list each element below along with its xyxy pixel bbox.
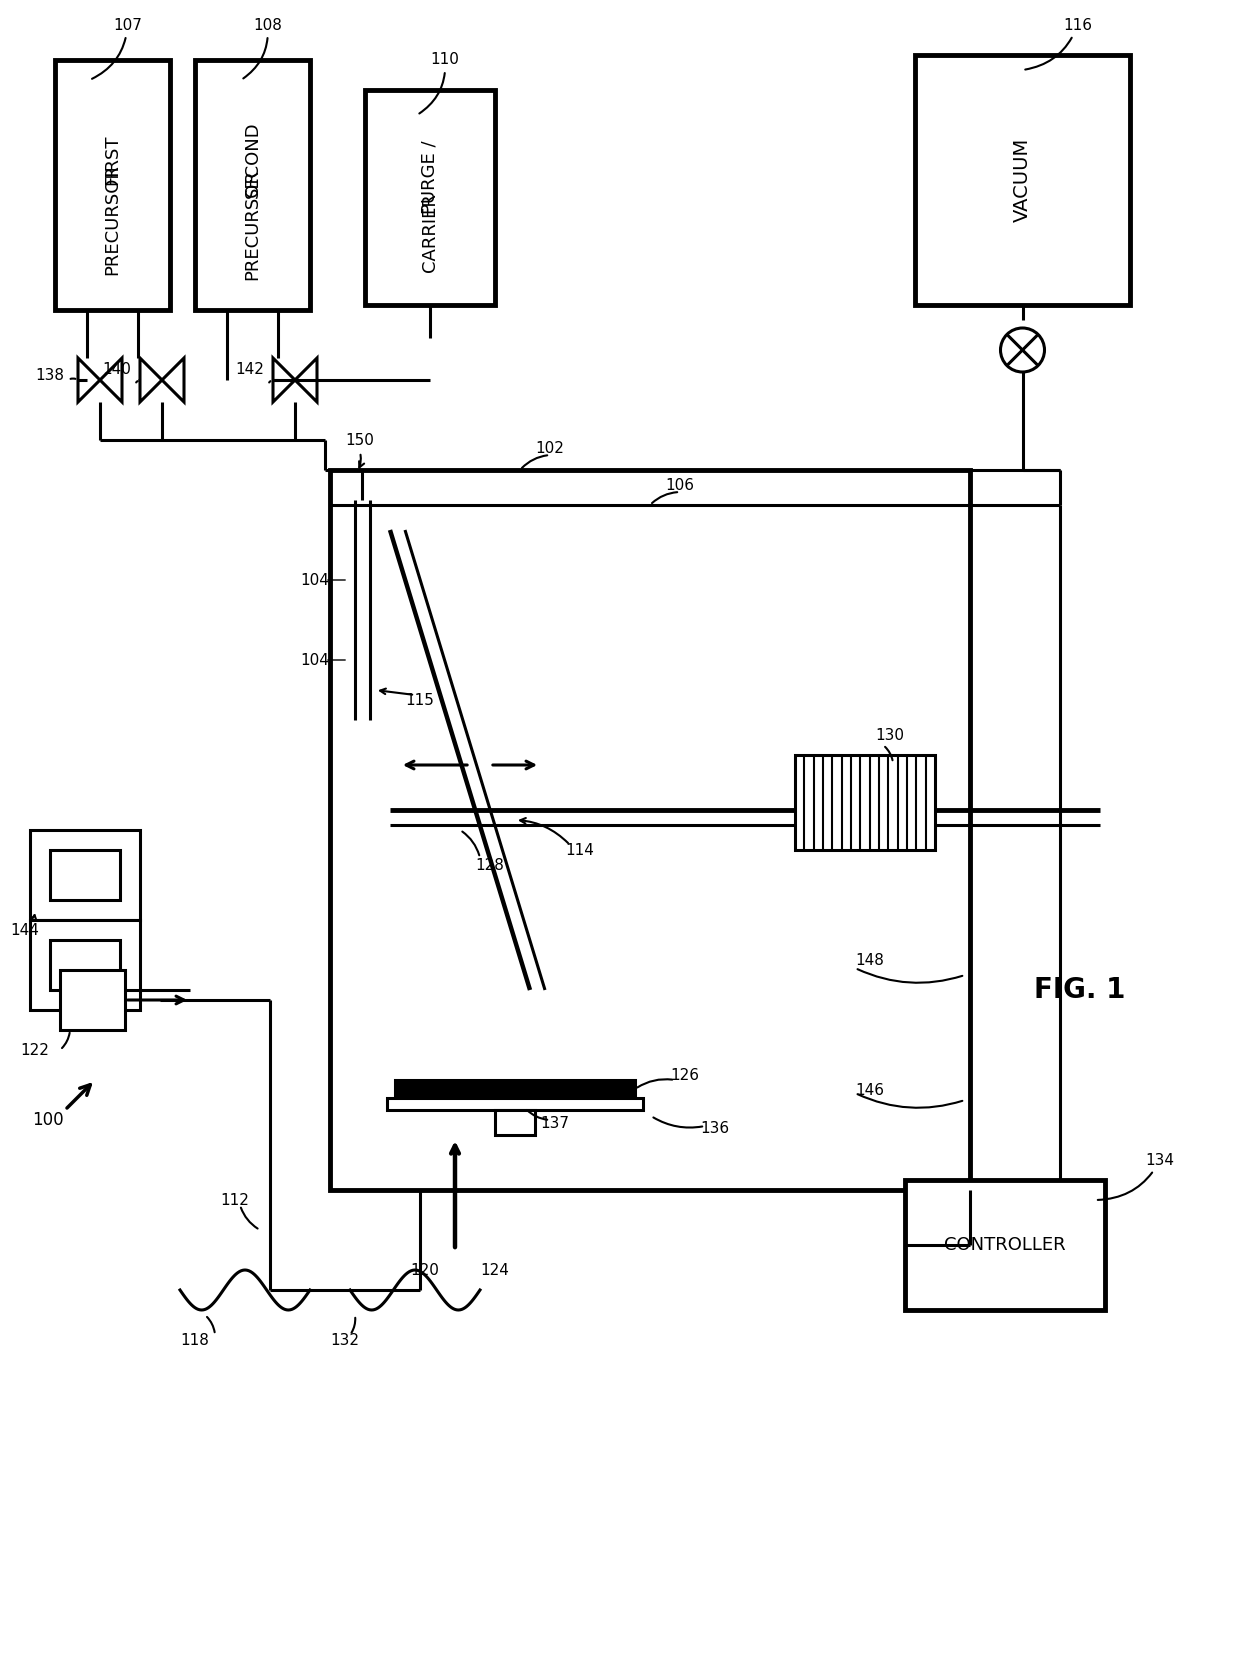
- Text: 102: 102: [536, 441, 564, 456]
- Text: 148: 148: [856, 952, 884, 967]
- Text: 110: 110: [419, 52, 460, 114]
- Text: 122: 122: [21, 1042, 50, 1058]
- Text: VACUUM: VACUUM: [1013, 137, 1032, 223]
- Text: 107: 107: [92, 17, 141, 79]
- Bar: [365, 91, 495, 305]
- Text: 136: 136: [701, 1121, 729, 1136]
- Text: 150: 150: [346, 432, 374, 447]
- Text: 114: 114: [565, 843, 594, 858]
- Text: 126: 126: [671, 1068, 699, 1083]
- Text: 138: 138: [36, 367, 64, 382]
- Bar: [387, 1098, 644, 1110]
- Text: SECOND: SECOND: [243, 122, 262, 198]
- Bar: [55, 60, 170, 310]
- Bar: [30, 920, 140, 1011]
- Text: 132: 132: [331, 1332, 360, 1348]
- Text: 128: 128: [476, 858, 505, 873]
- Bar: [396, 1079, 635, 1098]
- Text: 144: 144: [11, 922, 40, 937]
- Text: 100: 100: [32, 1111, 63, 1130]
- Text: 146: 146: [856, 1083, 884, 1098]
- Text: 137: 137: [541, 1116, 569, 1131]
- Text: 104: 104: [300, 573, 330, 588]
- Bar: [195, 60, 310, 310]
- Text: 142: 142: [236, 362, 264, 377]
- Bar: [60, 970, 125, 1031]
- Text: 140: 140: [103, 362, 131, 377]
- Text: 108: 108: [243, 17, 281, 79]
- Text: 112: 112: [221, 1193, 249, 1207]
- Text: 130: 130: [875, 727, 904, 742]
- Text: 115: 115: [405, 692, 434, 707]
- Text: 124: 124: [481, 1262, 510, 1277]
- Text: FIG. 1: FIG. 1: [1034, 975, 1126, 1004]
- Text: PRECURSOR: PRECURSOR: [103, 164, 122, 275]
- Text: 116: 116: [1025, 17, 1092, 70]
- Bar: [330, 469, 970, 1190]
- Bar: [50, 850, 120, 900]
- Text: 106: 106: [666, 478, 694, 493]
- Text: 104: 104: [300, 652, 330, 667]
- Text: FIRST: FIRST: [103, 134, 122, 186]
- Text: 120: 120: [410, 1262, 439, 1277]
- Text: CARRIER: CARRIER: [422, 193, 439, 272]
- Text: PRECURSOR: PRECURSOR: [243, 169, 262, 280]
- Text: CONTROLLER: CONTROLLER: [944, 1235, 1066, 1254]
- Bar: [795, 754, 935, 850]
- Text: 134: 134: [1097, 1153, 1174, 1200]
- Bar: [905, 1180, 1105, 1311]
- Bar: [30, 830, 140, 920]
- Text: 118: 118: [181, 1332, 210, 1348]
- Bar: [915, 55, 1130, 305]
- Text: PURGE /: PURGE /: [422, 141, 439, 215]
- Bar: [50, 940, 120, 991]
- Bar: [495, 1110, 534, 1135]
